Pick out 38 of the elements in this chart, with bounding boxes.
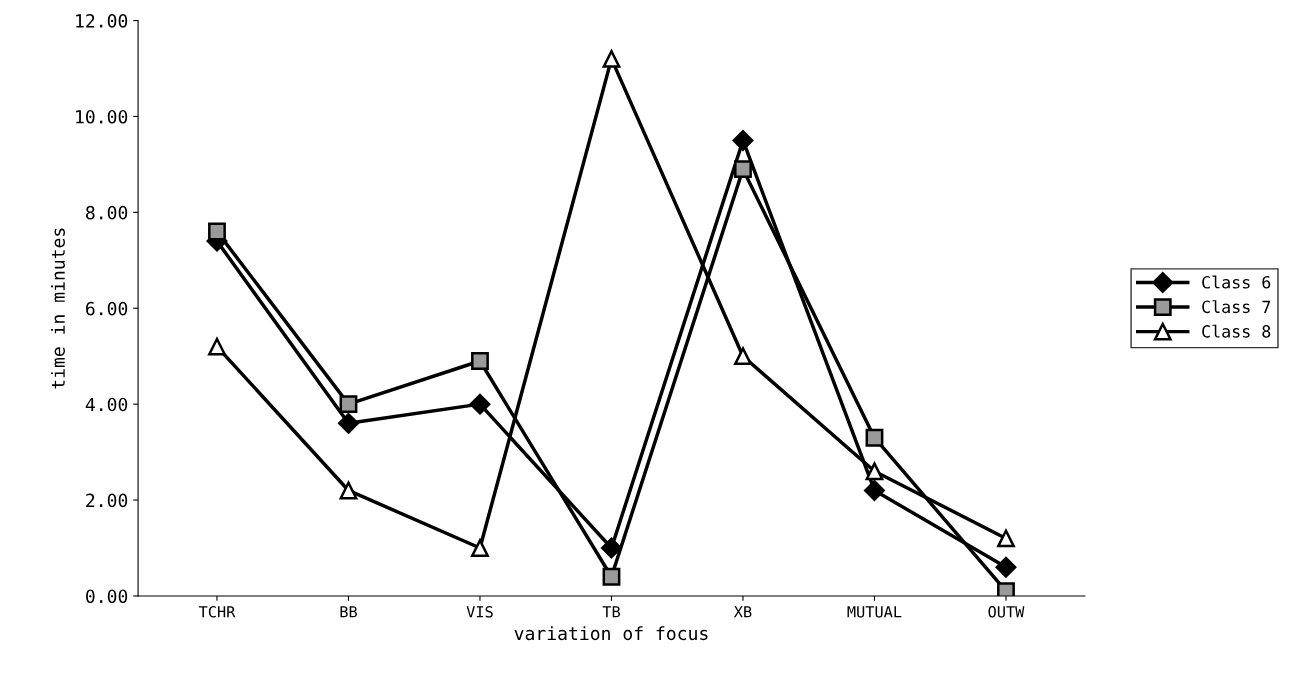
point: [865, 462, 884, 481]
y-tick-label: 12.00: [76, 14, 128, 28]
point: [208, 337, 226, 356]
point: [734, 160, 752, 179]
point: [469, 393, 491, 415]
x-tick-label: TB: [602, 606, 620, 618]
point: [339, 395, 358, 414]
point: [338, 412, 359, 434]
y-axis-title: time in minutes: [50, 228, 65, 389]
legend-label: Class 7: [1202, 300, 1271, 314]
y-tick-label: 6.00: [86, 301, 128, 316]
y-tick-label: 8.00: [86, 205, 128, 220]
legend-label: Class 8: [1202, 324, 1271, 338]
y-tick-label: 4.00: [85, 397, 128, 412]
x-tick-label: MUTUAL: [847, 606, 902, 618]
y-tick-label: 10.00: [76, 109, 128, 124]
x-tick-label: BB: [340, 606, 357, 618]
x-tick-label: OUTW: [988, 606, 1025, 618]
x-tick-label: VIS: [466, 606, 493, 618]
point: [995, 556, 1017, 578]
x-tick-label: TCHR: [198, 606, 236, 618]
point: [602, 49, 621, 68]
point: [471, 539, 489, 557]
point: [602, 567, 621, 586]
x-axis-title: variation of focus: [514, 626, 708, 641]
point: [471, 352, 489, 370]
point: [997, 529, 1015, 548]
point: [601, 537, 622, 559]
point: [339, 481, 358, 500]
point: [865, 428, 884, 447]
y-tick-label: 0.00: [86, 589, 128, 604]
legend-label: Class 6: [1202, 275, 1271, 289]
point: [208, 222, 226, 241]
point: [734, 347, 752, 366]
y-tick-label: 2.00: [86, 493, 128, 508]
point: [864, 480, 885, 501]
point: [732, 129, 754, 151]
x-tick-label: XB: [733, 606, 752, 618]
